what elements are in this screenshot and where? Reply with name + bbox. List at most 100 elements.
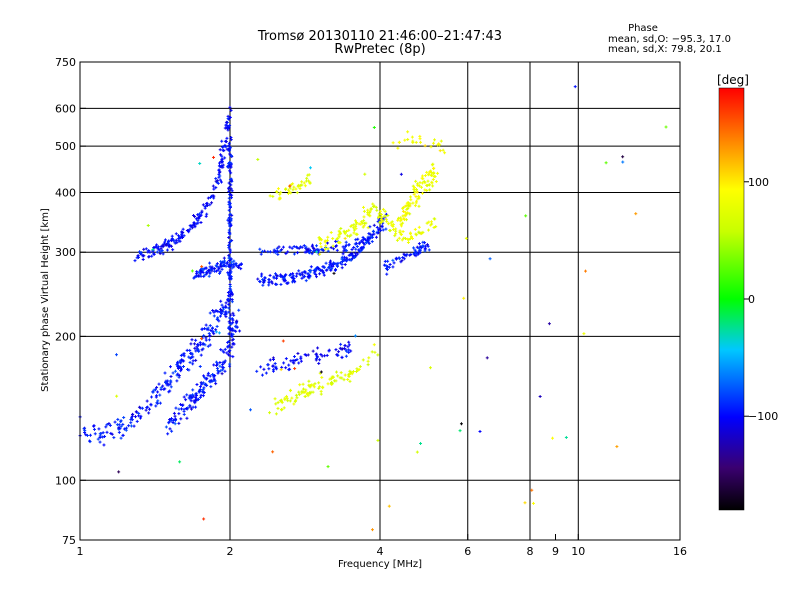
data-point xyxy=(227,343,231,347)
data-point xyxy=(179,369,183,373)
data-point xyxy=(287,363,291,367)
data-point xyxy=(168,243,172,247)
data-point xyxy=(353,256,357,260)
data-point xyxy=(196,216,200,220)
x-tick-label: 6 xyxy=(464,545,471,558)
data-point xyxy=(430,222,434,226)
data-point xyxy=(227,236,231,240)
data-point xyxy=(339,226,343,230)
data-point xyxy=(326,382,330,386)
data-point xyxy=(130,416,134,420)
data-point xyxy=(295,272,299,276)
data-point xyxy=(268,194,272,198)
data-point xyxy=(425,170,429,174)
data-point xyxy=(159,386,163,390)
data-point xyxy=(297,361,301,365)
data-point xyxy=(384,217,388,221)
data-point xyxy=(275,246,279,250)
data-point xyxy=(421,244,425,248)
data-point xyxy=(214,360,218,364)
data-point xyxy=(381,219,385,223)
data-point xyxy=(220,312,224,316)
data-point xyxy=(426,173,430,177)
x-axis-ticks: 1 2 4 6 8 9 10 16 xyxy=(77,534,687,558)
data-point xyxy=(304,279,308,283)
data-point xyxy=(604,161,608,165)
data-point xyxy=(226,114,230,118)
data-point xyxy=(292,185,296,189)
data-point xyxy=(318,237,322,241)
data-point xyxy=(267,280,271,284)
data-point xyxy=(190,351,194,355)
data-point xyxy=(323,239,327,243)
data-point xyxy=(228,169,232,173)
data-point xyxy=(221,148,225,152)
data-point xyxy=(319,392,323,396)
data-point xyxy=(281,245,285,249)
data-point xyxy=(140,253,144,257)
data-point xyxy=(271,357,275,361)
data-point xyxy=(223,156,227,160)
data-point xyxy=(221,305,225,309)
data-point xyxy=(202,334,206,338)
data-point xyxy=(93,432,97,436)
data-point xyxy=(321,386,325,390)
y-tick-label: 200 xyxy=(55,330,76,343)
data-point xyxy=(354,224,358,228)
data-point xyxy=(226,260,230,264)
data-point xyxy=(400,259,404,263)
data-point xyxy=(345,256,349,260)
data-point xyxy=(223,359,227,363)
data-point xyxy=(299,355,303,359)
data-point xyxy=(292,402,296,406)
data-point xyxy=(408,231,412,235)
data-point xyxy=(320,354,324,358)
data-point xyxy=(416,197,420,201)
data-point xyxy=(394,232,398,236)
data-point xyxy=(212,314,216,318)
data-point xyxy=(193,222,197,226)
data-point xyxy=(280,365,284,369)
data-point xyxy=(232,313,236,317)
data-point xyxy=(182,234,186,238)
data-point xyxy=(400,238,404,242)
data-point xyxy=(326,465,330,469)
data-point xyxy=(173,414,177,418)
data-point xyxy=(173,241,177,245)
data-point xyxy=(285,394,289,398)
data-point xyxy=(217,331,221,335)
data-point xyxy=(268,273,272,277)
data-point xyxy=(402,257,406,261)
data-point xyxy=(328,263,332,267)
data-point xyxy=(227,181,231,185)
data-point xyxy=(391,258,395,262)
data-point xyxy=(284,366,288,370)
data-point xyxy=(294,393,298,397)
data-point xyxy=(156,399,160,403)
data-point xyxy=(302,181,306,185)
data-point xyxy=(271,364,275,368)
data-point xyxy=(383,214,387,218)
data-point xyxy=(180,358,184,362)
y-tick-label: 300 xyxy=(55,246,76,259)
data-point xyxy=(357,368,361,372)
data-point xyxy=(355,367,359,371)
data-point xyxy=(379,220,383,224)
data-point xyxy=(485,356,489,360)
data-point xyxy=(308,249,312,253)
data-point xyxy=(236,265,240,269)
data-point xyxy=(278,192,282,196)
data-point xyxy=(207,334,211,338)
data-point xyxy=(227,302,231,306)
data-point xyxy=(229,108,233,112)
data-point xyxy=(188,227,192,231)
data-point xyxy=(425,189,429,193)
data-point xyxy=(283,398,287,402)
data-point xyxy=(275,367,279,371)
data-point xyxy=(212,375,216,379)
data-point xyxy=(413,248,417,252)
data-point xyxy=(228,161,232,165)
data-point xyxy=(166,383,170,387)
data-point xyxy=(195,345,199,349)
data-point xyxy=(113,420,117,424)
